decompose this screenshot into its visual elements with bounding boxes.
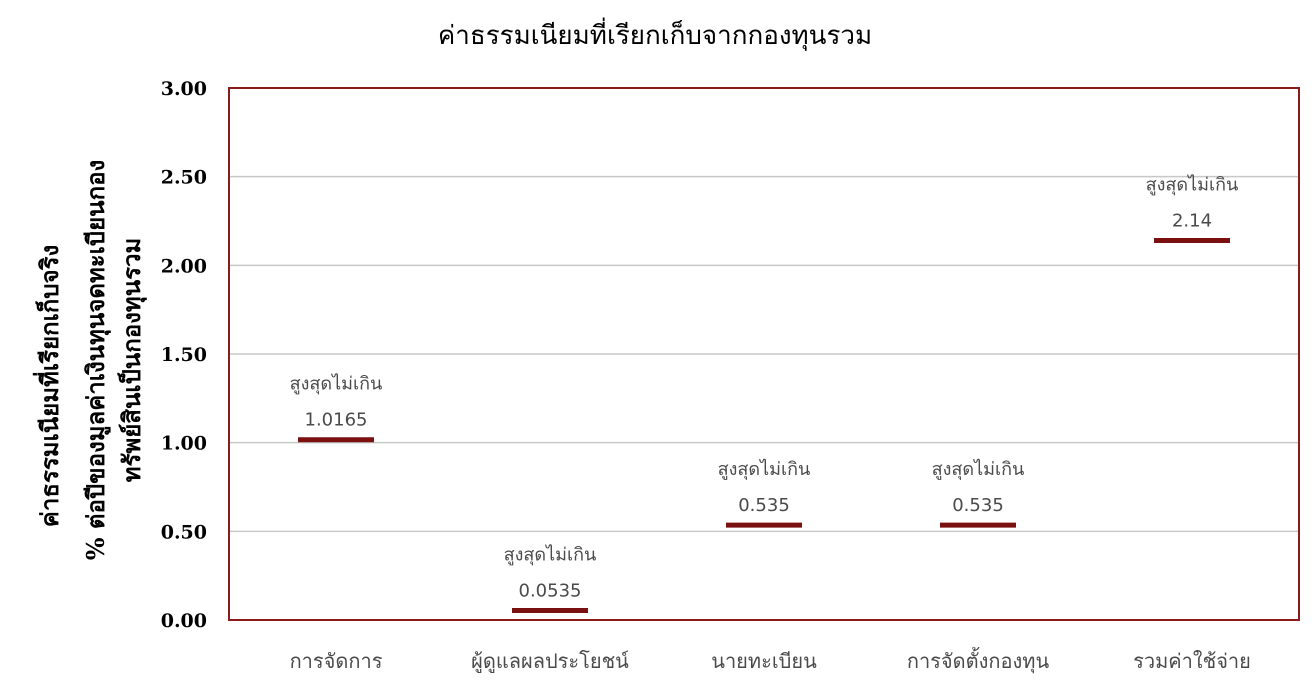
y-axis-title-line-3: ทรัพย์สินเป็นกองทุนรวม (117, 238, 148, 483)
x-tick-label: การจัดการ (290, 649, 383, 673)
data-label-prefix: สูงสุดไม่เกิน (1146, 174, 1239, 196)
data-label-prefix: สูงสุดไม่เกิน (718, 458, 811, 480)
data-labels: สูงสุดไม่เกิน 1.0165 สูงสุดไม่เกิน 0.0535 สู… (290, 174, 1239, 602)
gridlines (229, 175, 1299, 533)
data-label-value: 2.14 (1172, 211, 1212, 232)
plot-frame (228, 87, 1300, 621)
data-label-value: 0.0535 (519, 581, 582, 602)
data-label-prefix: สูงสุดไม่เกิน (932, 458, 1025, 480)
y-tick-label: 3.00 (161, 78, 207, 100)
y-tick-label: 1.50 (161, 344, 207, 366)
y-tick-labels: 0.00 0.50 1.00 1.50 2.00 2.50 3.00 (161, 78, 207, 632)
y-tick-label: 2.00 (161, 255, 207, 277)
x-tick-label: นายทะเบียน (711, 649, 817, 673)
y-tick-label: 0.00 (161, 610, 207, 632)
data-label-value: 0.535 (952, 495, 1004, 516)
y-axis-title-line-1: ค่าธรรมเนียมที่เรียกเก็บจริง (32, 245, 64, 527)
data-label-prefix: สูงสุดไม่เกิน (504, 544, 597, 566)
data-label-prefix: สูงสุดไม่เกิน (290, 373, 383, 395)
y-tick-label: 0.50 (161, 521, 207, 543)
chart-title: ค่าธรรมเนียมที่เรียกเก็บจากกองทุนรวม (438, 17, 872, 51)
y-tick-label: 1.00 (161, 433, 207, 455)
data-label-value: 0.535 (738, 495, 790, 516)
data-marks (298, 238, 1230, 614)
x-tick-label: รวมค่าใช้จ่าย (1133, 649, 1251, 673)
y-axis-title: ค่าธรรมเนียมที่เรียกเก็บจริง % ต่อปีของม… (32, 160, 148, 560)
y-tick-label: 2.50 (161, 167, 207, 189)
y-axis-title-line-2: % ต่อปีของมูลค่าเงินทุนจดทะเบียนกอง (81, 160, 112, 560)
data-label-value: 1.0165 (305, 410, 368, 431)
x-tick-label: การจัดตั้งกองทุน (907, 647, 1050, 674)
x-tick-labels: การจัดการ ผู้ดูแลผลประโยชน์ นายทะเบียน การจ… (290, 647, 1251, 674)
x-tick-label: ผู้ดูแลผลประโยชน์ (471, 649, 629, 674)
